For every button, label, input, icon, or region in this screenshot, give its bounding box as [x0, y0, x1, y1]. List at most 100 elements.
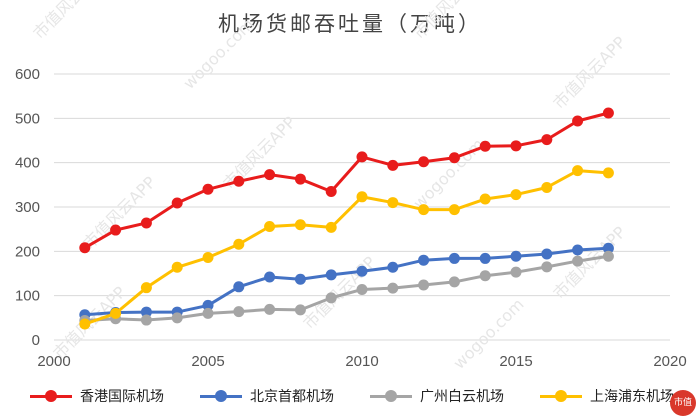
data-point: [202, 183, 214, 195]
data-point: [171, 197, 183, 209]
legend-swatch: [370, 389, 412, 403]
data-point: [325, 221, 337, 233]
data-point: [541, 261, 553, 273]
data-point: [110, 307, 122, 319]
data-point: [510, 250, 522, 262]
data-point: [264, 221, 276, 233]
watermark-text: 市值风云APP: [79, 173, 159, 253]
y-tick-label: 100: [15, 288, 40, 305]
data-point: [325, 292, 337, 304]
data-point: [233, 306, 245, 318]
watermark-text: 市值风云APP: [549, 33, 629, 113]
y-tick-label: 0: [32, 332, 40, 349]
legend-item: 香港国际机场: [30, 382, 164, 410]
data-point: [202, 252, 214, 264]
data-point: [510, 140, 522, 152]
data-point: [264, 271, 276, 283]
data-point: [294, 273, 306, 285]
data-point: [140, 306, 152, 318]
y-tick-label: 200: [15, 243, 40, 260]
data-point: [602, 242, 614, 254]
data-point: [325, 269, 337, 281]
series-1: [79, 107, 614, 254]
data-point: [356, 191, 368, 203]
legend-item: 北京首都机场: [200, 382, 334, 410]
y-tick-label: 600: [15, 66, 40, 83]
y-tick-label: 500: [15, 110, 40, 127]
data-point: [264, 303, 276, 315]
data-point: [140, 217, 152, 229]
legend-label: 北京首都机场: [250, 389, 334, 405]
legend-label: 香港国际机场: [80, 389, 164, 405]
data-point: [202, 307, 214, 319]
data-point: [541, 181, 553, 193]
data-point: [233, 175, 245, 187]
x-tick-label: 2005: [191, 353, 224, 370]
watermark-text: 市值风云APP: [409, 0, 489, 43]
data-point: [510, 266, 522, 278]
data-point: [572, 244, 584, 256]
data-point: [572, 255, 584, 267]
series-3: [79, 250, 614, 326]
watermark-badge: 市值: [670, 390, 696, 416]
data-point: [356, 283, 368, 295]
series-4: [79, 165, 614, 330]
data-point: [264, 169, 276, 181]
data-point: [602, 107, 614, 119]
legend-swatch: [540, 389, 582, 403]
data-point: [79, 242, 91, 254]
x-tick-label: 2010: [345, 353, 378, 370]
data-point: [110, 224, 122, 236]
data-point: [448, 152, 460, 164]
data-point: [510, 189, 522, 201]
x-tick-label: 2020: [653, 353, 686, 370]
data-point: [602, 250, 614, 262]
gridlines: [54, 73, 670, 341]
data-point: [572, 165, 584, 177]
y-tick-label: 300: [15, 199, 40, 216]
data-point: [479, 193, 491, 205]
data-point: [418, 279, 430, 291]
data-point: [572, 115, 584, 127]
series-line: [84, 111, 609, 250]
data-point: [294, 173, 306, 185]
series-line: [84, 169, 609, 326]
data-point: [602, 167, 614, 179]
watermark-text: 市值风云APP: [219, 113, 299, 193]
data-point: [387, 261, 399, 273]
data-point: [479, 140, 491, 152]
data-point: [387, 282, 399, 294]
data-point: [294, 304, 306, 316]
legend-swatch: [30, 389, 72, 403]
data-point: [325, 185, 337, 197]
data-point: [387, 197, 399, 209]
legend-label: 广州白云机场: [420, 389, 504, 405]
data-point: [233, 238, 245, 250]
legend-item: 广州白云机场: [370, 382, 504, 410]
data-point: [387, 159, 399, 171]
data-point: [171, 261, 183, 273]
data-point: [418, 204, 430, 216]
data-point: [202, 299, 214, 311]
chart-title: 机场货邮吞吐量（万吨）: [218, 12, 482, 36]
data-point: [448, 204, 460, 216]
data-point: [418, 156, 430, 168]
watermark-text: 市值风云APP: [29, 0, 109, 43]
data-point: [479, 252, 491, 264]
watermark-text: 市值风云APP: [299, 253, 379, 333]
data-point: [356, 265, 368, 277]
data-point: [541, 248, 553, 260]
data-point: [356, 151, 368, 163]
legend-swatch: [200, 389, 242, 403]
data-point: [79, 318, 91, 330]
data-point: [418, 254, 430, 266]
data-point: [479, 270, 491, 282]
watermark-text: wogoo.com: [179, 15, 257, 93]
data-point: [448, 276, 460, 288]
data-point: [233, 281, 245, 293]
axis-tick-labels: 0 100 200 300 400 500 600 2000 2005 2010 2015 2020: [15, 66, 687, 370]
data-point: [448, 252, 460, 264]
legend: 香港国际机场 北京首都机场 广州白云机场 上海浦东机场: [0, 382, 700, 410]
y-tick-label: 400: [15, 155, 40, 172]
